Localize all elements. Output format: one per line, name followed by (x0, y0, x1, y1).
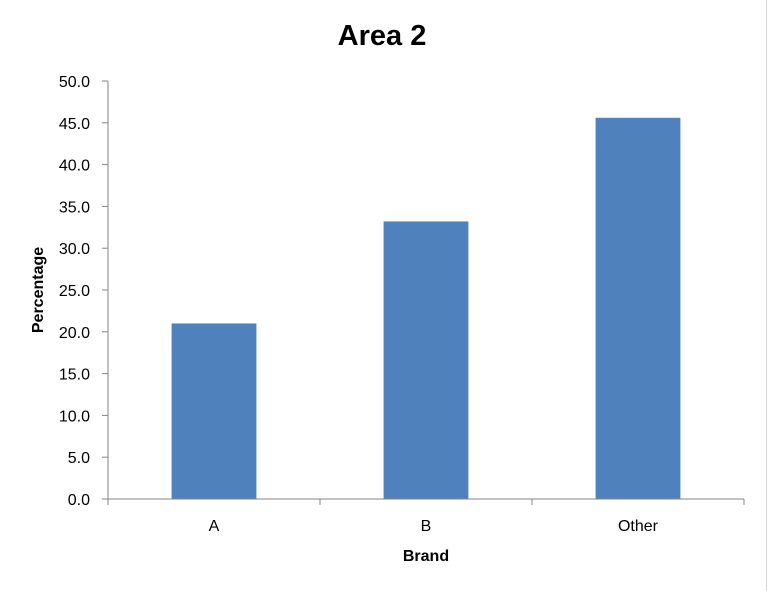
y-tick-label: 45.0 (59, 116, 90, 133)
x-tick-label: A (209, 518, 220, 535)
y-axis-ticks: 0.0 5.0 10.0 15.0 20.0 25.0 30.0 35.0 40.0 45.0 50… (59, 74, 108, 509)
bar-other (595, 117, 681, 499)
x-tick-label: B (421, 518, 432, 535)
bar-a (171, 323, 257, 499)
y-tick-label: 30.0 (59, 241, 90, 258)
x-axis-ticks: A B Other (107, 499, 745, 535)
y-tick-label: 15.0 (59, 367, 90, 384)
y-tick-label: 25.0 (59, 283, 90, 300)
y-tick-label: 0.0 (68, 492, 90, 509)
x-tick-label: Other (618, 518, 659, 535)
y-tick-label: 20.0 (59, 325, 90, 342)
bar-b (383, 221, 469, 499)
y-tick-label: 50.0 (59, 74, 90, 91)
y-axis-title: Percentage (30, 247, 47, 333)
chart-title: Area 2 (338, 20, 427, 52)
y-tick-label: 5.0 (68, 450, 90, 467)
y-tick-label: 35.0 (59, 199, 90, 216)
x-axis-title: Brand (403, 548, 449, 565)
y-tick-label: 40.0 (59, 158, 90, 175)
y-tick-label: 10.0 (59, 408, 90, 425)
bars (171, 117, 681, 499)
